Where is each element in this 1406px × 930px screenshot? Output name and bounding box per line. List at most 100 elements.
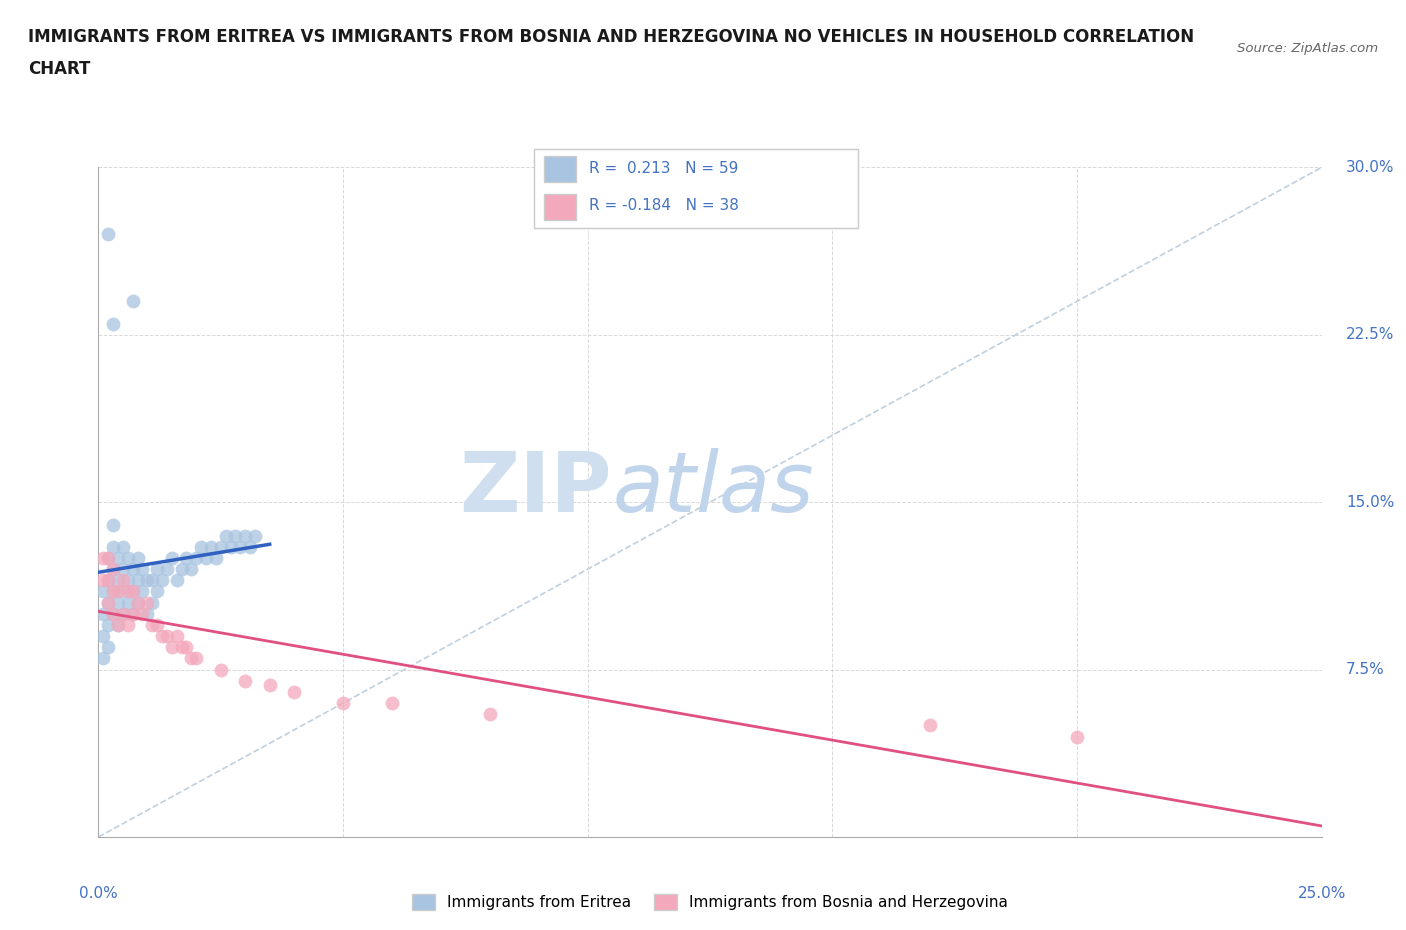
Text: 0.0%: 0.0% <box>79 886 118 901</box>
Point <box>121 584 143 599</box>
Point <box>97 551 120 565</box>
Point <box>97 640 120 655</box>
Point <box>91 606 114 621</box>
Point <box>160 640 183 655</box>
Point <box>117 584 139 599</box>
Point <box>141 573 163 588</box>
Point <box>107 618 129 632</box>
Point <box>233 528 256 543</box>
Point <box>146 618 169 632</box>
Point <box>101 584 124 599</box>
Point <box>101 584 124 599</box>
Point <box>190 539 212 554</box>
Point <box>186 651 208 666</box>
Point <box>176 551 198 565</box>
Point <box>101 539 124 554</box>
Point <box>332 696 354 711</box>
Point <box>107 618 129 632</box>
Point <box>121 562 143 577</box>
Point <box>97 573 120 588</box>
Text: 15.0%: 15.0% <box>1346 495 1395 510</box>
Point <box>91 651 114 666</box>
Point <box>117 573 139 588</box>
Point <box>127 551 149 565</box>
Point <box>205 551 228 565</box>
Point <box>91 584 114 599</box>
Point <box>117 618 139 632</box>
Point <box>127 573 149 588</box>
Point <box>283 684 305 699</box>
Point <box>111 606 134 621</box>
Point <box>127 595 149 610</box>
Text: ZIP: ZIP <box>460 448 612 529</box>
Point <box>91 573 114 588</box>
Text: R = -0.184   N = 38: R = -0.184 N = 38 <box>589 198 740 213</box>
Point <box>381 696 404 711</box>
Point <box>97 551 120 565</box>
Text: 7.5%: 7.5% <box>1346 662 1385 677</box>
Point <box>1066 729 1088 744</box>
Text: 30.0%: 30.0% <box>1346 160 1395 175</box>
Text: 25.0%: 25.0% <box>1298 886 1346 901</box>
Point <box>156 562 179 577</box>
Point <box>150 629 173 644</box>
Point <box>107 573 129 588</box>
Point <box>107 595 129 610</box>
Point <box>107 551 129 565</box>
Text: CHART: CHART <box>28 60 90 78</box>
Point <box>111 562 134 577</box>
Point <box>233 673 256 688</box>
Text: R =  0.213   N = 59: R = 0.213 N = 59 <box>589 162 738 177</box>
Point <box>131 606 153 621</box>
Point <box>180 651 202 666</box>
Point <box>209 539 232 554</box>
Point <box>111 584 134 599</box>
Point <box>920 718 942 733</box>
FancyBboxPatch shape <box>544 193 576 220</box>
Point <box>121 606 143 621</box>
Point <box>97 595 120 610</box>
Point <box>150 573 173 588</box>
Point <box>141 595 163 610</box>
Point <box>170 640 193 655</box>
Point <box>200 539 222 554</box>
Point <box>166 573 188 588</box>
Point <box>136 606 159 621</box>
Point <box>136 595 159 610</box>
Point <box>176 640 198 655</box>
Point <box>224 528 246 543</box>
Point <box>141 618 163 632</box>
Point <box>195 551 218 565</box>
Point <box>121 606 143 621</box>
Point <box>127 595 149 610</box>
Point <box>111 539 134 554</box>
Point <box>97 595 120 610</box>
Point <box>478 707 501 722</box>
Point <box>91 629 114 644</box>
Point <box>131 584 153 599</box>
Point <box>97 618 120 632</box>
Point <box>136 573 159 588</box>
Point <box>214 528 236 543</box>
Point <box>156 629 179 644</box>
Point <box>101 562 124 577</box>
Text: atlas: atlas <box>612 448 814 529</box>
Point <box>107 584 129 599</box>
Point <box>101 606 124 621</box>
Point <box>117 551 139 565</box>
Point <box>131 562 153 577</box>
Text: 22.5%: 22.5% <box>1346 327 1395 342</box>
Point <box>101 316 124 331</box>
Point <box>117 595 139 610</box>
Point <box>170 562 193 577</box>
Point <box>166 629 188 644</box>
Text: IMMIGRANTS FROM ERITREA VS IMMIGRANTS FROM BOSNIA AND HERZEGOVINA NO VEHICLES IN: IMMIGRANTS FROM ERITREA VS IMMIGRANTS FR… <box>28 28 1194 46</box>
Point <box>101 606 124 621</box>
Point <box>243 528 266 543</box>
Point <box>111 606 134 621</box>
Point <box>121 584 143 599</box>
Point <box>219 539 242 554</box>
Point <box>146 562 169 577</box>
Point <box>97 227 120 242</box>
Legend: Immigrants from Eritrea, Immigrants from Bosnia and Herzegovina: Immigrants from Eritrea, Immigrants from… <box>406 888 1014 916</box>
